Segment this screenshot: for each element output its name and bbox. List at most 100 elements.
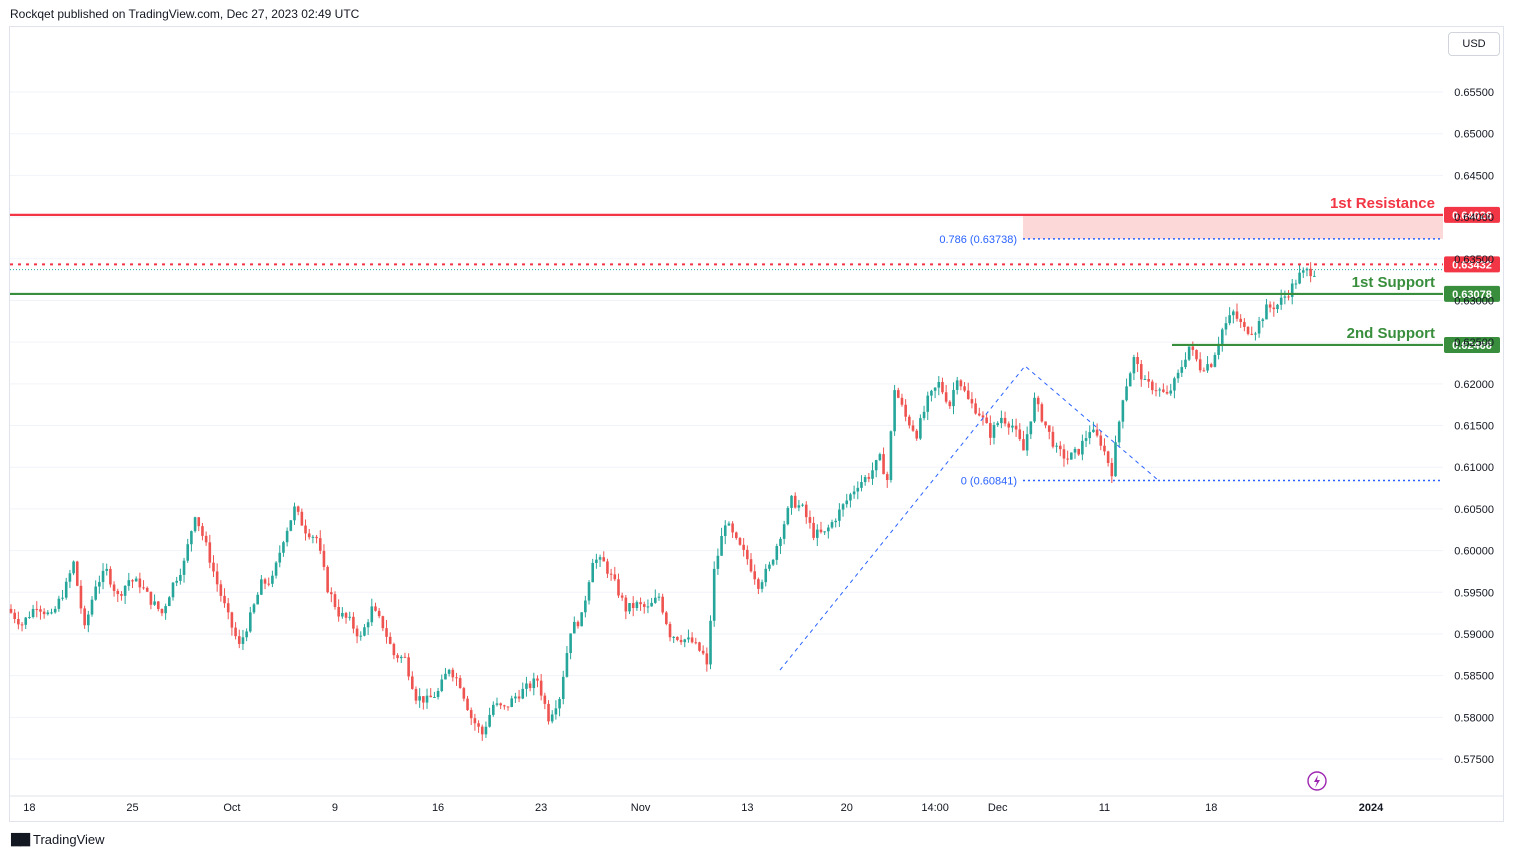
candle bbox=[565, 646, 569, 678]
candle bbox=[1257, 316, 1261, 338]
candle bbox=[657, 593, 661, 601]
candle bbox=[550, 710, 554, 724]
candle bbox=[1162, 383, 1165, 393]
candle bbox=[757, 577, 760, 595]
candle bbox=[50, 608, 53, 615]
candle bbox=[1235, 303, 1239, 322]
candle bbox=[734, 531, 738, 540]
candle bbox=[1250, 326, 1254, 336]
candle bbox=[992, 421, 996, 445]
candle bbox=[1239, 314, 1242, 328]
candle bbox=[517, 689, 521, 703]
svg-text:0.63432: 0.63432 bbox=[1452, 259, 1492, 271]
candle bbox=[970, 392, 974, 409]
candle bbox=[75, 560, 79, 587]
candle bbox=[830, 519, 834, 529]
candle bbox=[1044, 421, 1047, 429]
candle bbox=[359, 631, 363, 641]
candle bbox=[285, 527, 289, 547]
currency-button[interactable]: USD bbox=[1448, 32, 1500, 56]
candle bbox=[444, 667, 447, 680]
levels: 1st Resistance 0.64026 0.63432 1st Support 0… bbox=[10, 195, 1500, 353]
candle bbox=[87, 610, 90, 633]
candle bbox=[819, 521, 823, 534]
candle bbox=[576, 620, 580, 629]
price-tick-label: 0.64500 bbox=[1454, 170, 1494, 182]
candle bbox=[35, 601, 39, 618]
candle bbox=[687, 629, 690, 643]
candle bbox=[1036, 395, 1040, 412]
candle bbox=[116, 588, 120, 603]
chart-frame[interactable] bbox=[9, 26, 1504, 822]
candle bbox=[768, 561, 771, 572]
candle bbox=[948, 400, 952, 409]
candle bbox=[1217, 336, 1220, 360]
candle bbox=[480, 724, 484, 741]
candle bbox=[867, 473, 871, 483]
support-1-price-badge: 0.63078 bbox=[1444, 285, 1500, 302]
price-tick-label: 0.59000 bbox=[1454, 629, 1494, 641]
candle bbox=[1173, 376, 1176, 399]
candle bbox=[650, 597, 653, 607]
candle bbox=[160, 608, 164, 617]
candle bbox=[1055, 442, 1058, 453]
candle bbox=[661, 593, 664, 615]
candle bbox=[701, 645, 705, 656]
candle bbox=[422, 696, 425, 710]
candle bbox=[1077, 448, 1080, 456]
candle bbox=[208, 534, 212, 569]
candle bbox=[1294, 279, 1298, 289]
candle bbox=[841, 503, 845, 517]
candle bbox=[1128, 371, 1132, 387]
brand[interactable]: ▇▇ TradingView bbox=[11, 831, 105, 847]
candle bbox=[510, 695, 514, 708]
candle bbox=[587, 580, 591, 605]
candle bbox=[1095, 423, 1099, 438]
candle bbox=[1206, 356, 1209, 373]
price-tick-label: 0.61000 bbox=[1454, 462, 1494, 474]
candle bbox=[885, 471, 889, 488]
candle bbox=[1106, 450, 1110, 467]
candle bbox=[941, 377, 944, 395]
candle bbox=[731, 521, 734, 538]
candle bbox=[849, 492, 852, 508]
candle bbox=[388, 632, 392, 645]
dotted-resistance-price-badge: 0.63432 bbox=[1444, 256, 1500, 273]
candle bbox=[495, 697, 499, 707]
candle bbox=[952, 382, 955, 415]
candle bbox=[1261, 317, 1265, 328]
candle bbox=[779, 536, 782, 554]
candle bbox=[1276, 303, 1279, 313]
time-tick-label: 13 bbox=[741, 802, 753, 814]
candle bbox=[595, 553, 598, 569]
candle bbox=[974, 398, 977, 415]
brand-label: TradingView bbox=[33, 831, 105, 847]
candle bbox=[834, 518, 837, 528]
candle bbox=[252, 602, 256, 615]
candle bbox=[447, 668, 451, 677]
price-axis[interactable]: 0.65500 0.65000 0.64500 0.64000 0.63500 0.630… bbox=[1454, 87, 1494, 766]
price-tick-label: 0.60000 bbox=[1454, 546, 1494, 558]
time-axis[interactable]: 18 25 Oct 9 16 23 Nov 13 20 14:00 Dec 11 18 2024 bbox=[10, 795, 1503, 814]
price-tick-label: 0.63000 bbox=[1454, 295, 1494, 307]
support-2-label: 2nd Support bbox=[1347, 325, 1435, 342]
candle bbox=[374, 602, 377, 612]
candle bbox=[484, 721, 488, 738]
candle bbox=[1243, 318, 1246, 332]
candle bbox=[801, 503, 804, 507]
candle bbox=[326, 565, 329, 594]
candle bbox=[882, 447, 885, 475]
candle bbox=[274, 561, 278, 579]
candle bbox=[72, 560, 75, 576]
lightning-icon[interactable] bbox=[1307, 771, 1327, 791]
support-2-price-badge: 0.62466 bbox=[1444, 336, 1500, 353]
candle bbox=[105, 563, 109, 576]
candle bbox=[720, 527, 723, 556]
candle bbox=[613, 566, 617, 582]
candle bbox=[204, 531, 208, 546]
candle bbox=[234, 622, 237, 640]
price-tick-label: 0.58000 bbox=[1454, 712, 1494, 724]
candle bbox=[554, 700, 558, 720]
candle bbox=[639, 597, 642, 611]
